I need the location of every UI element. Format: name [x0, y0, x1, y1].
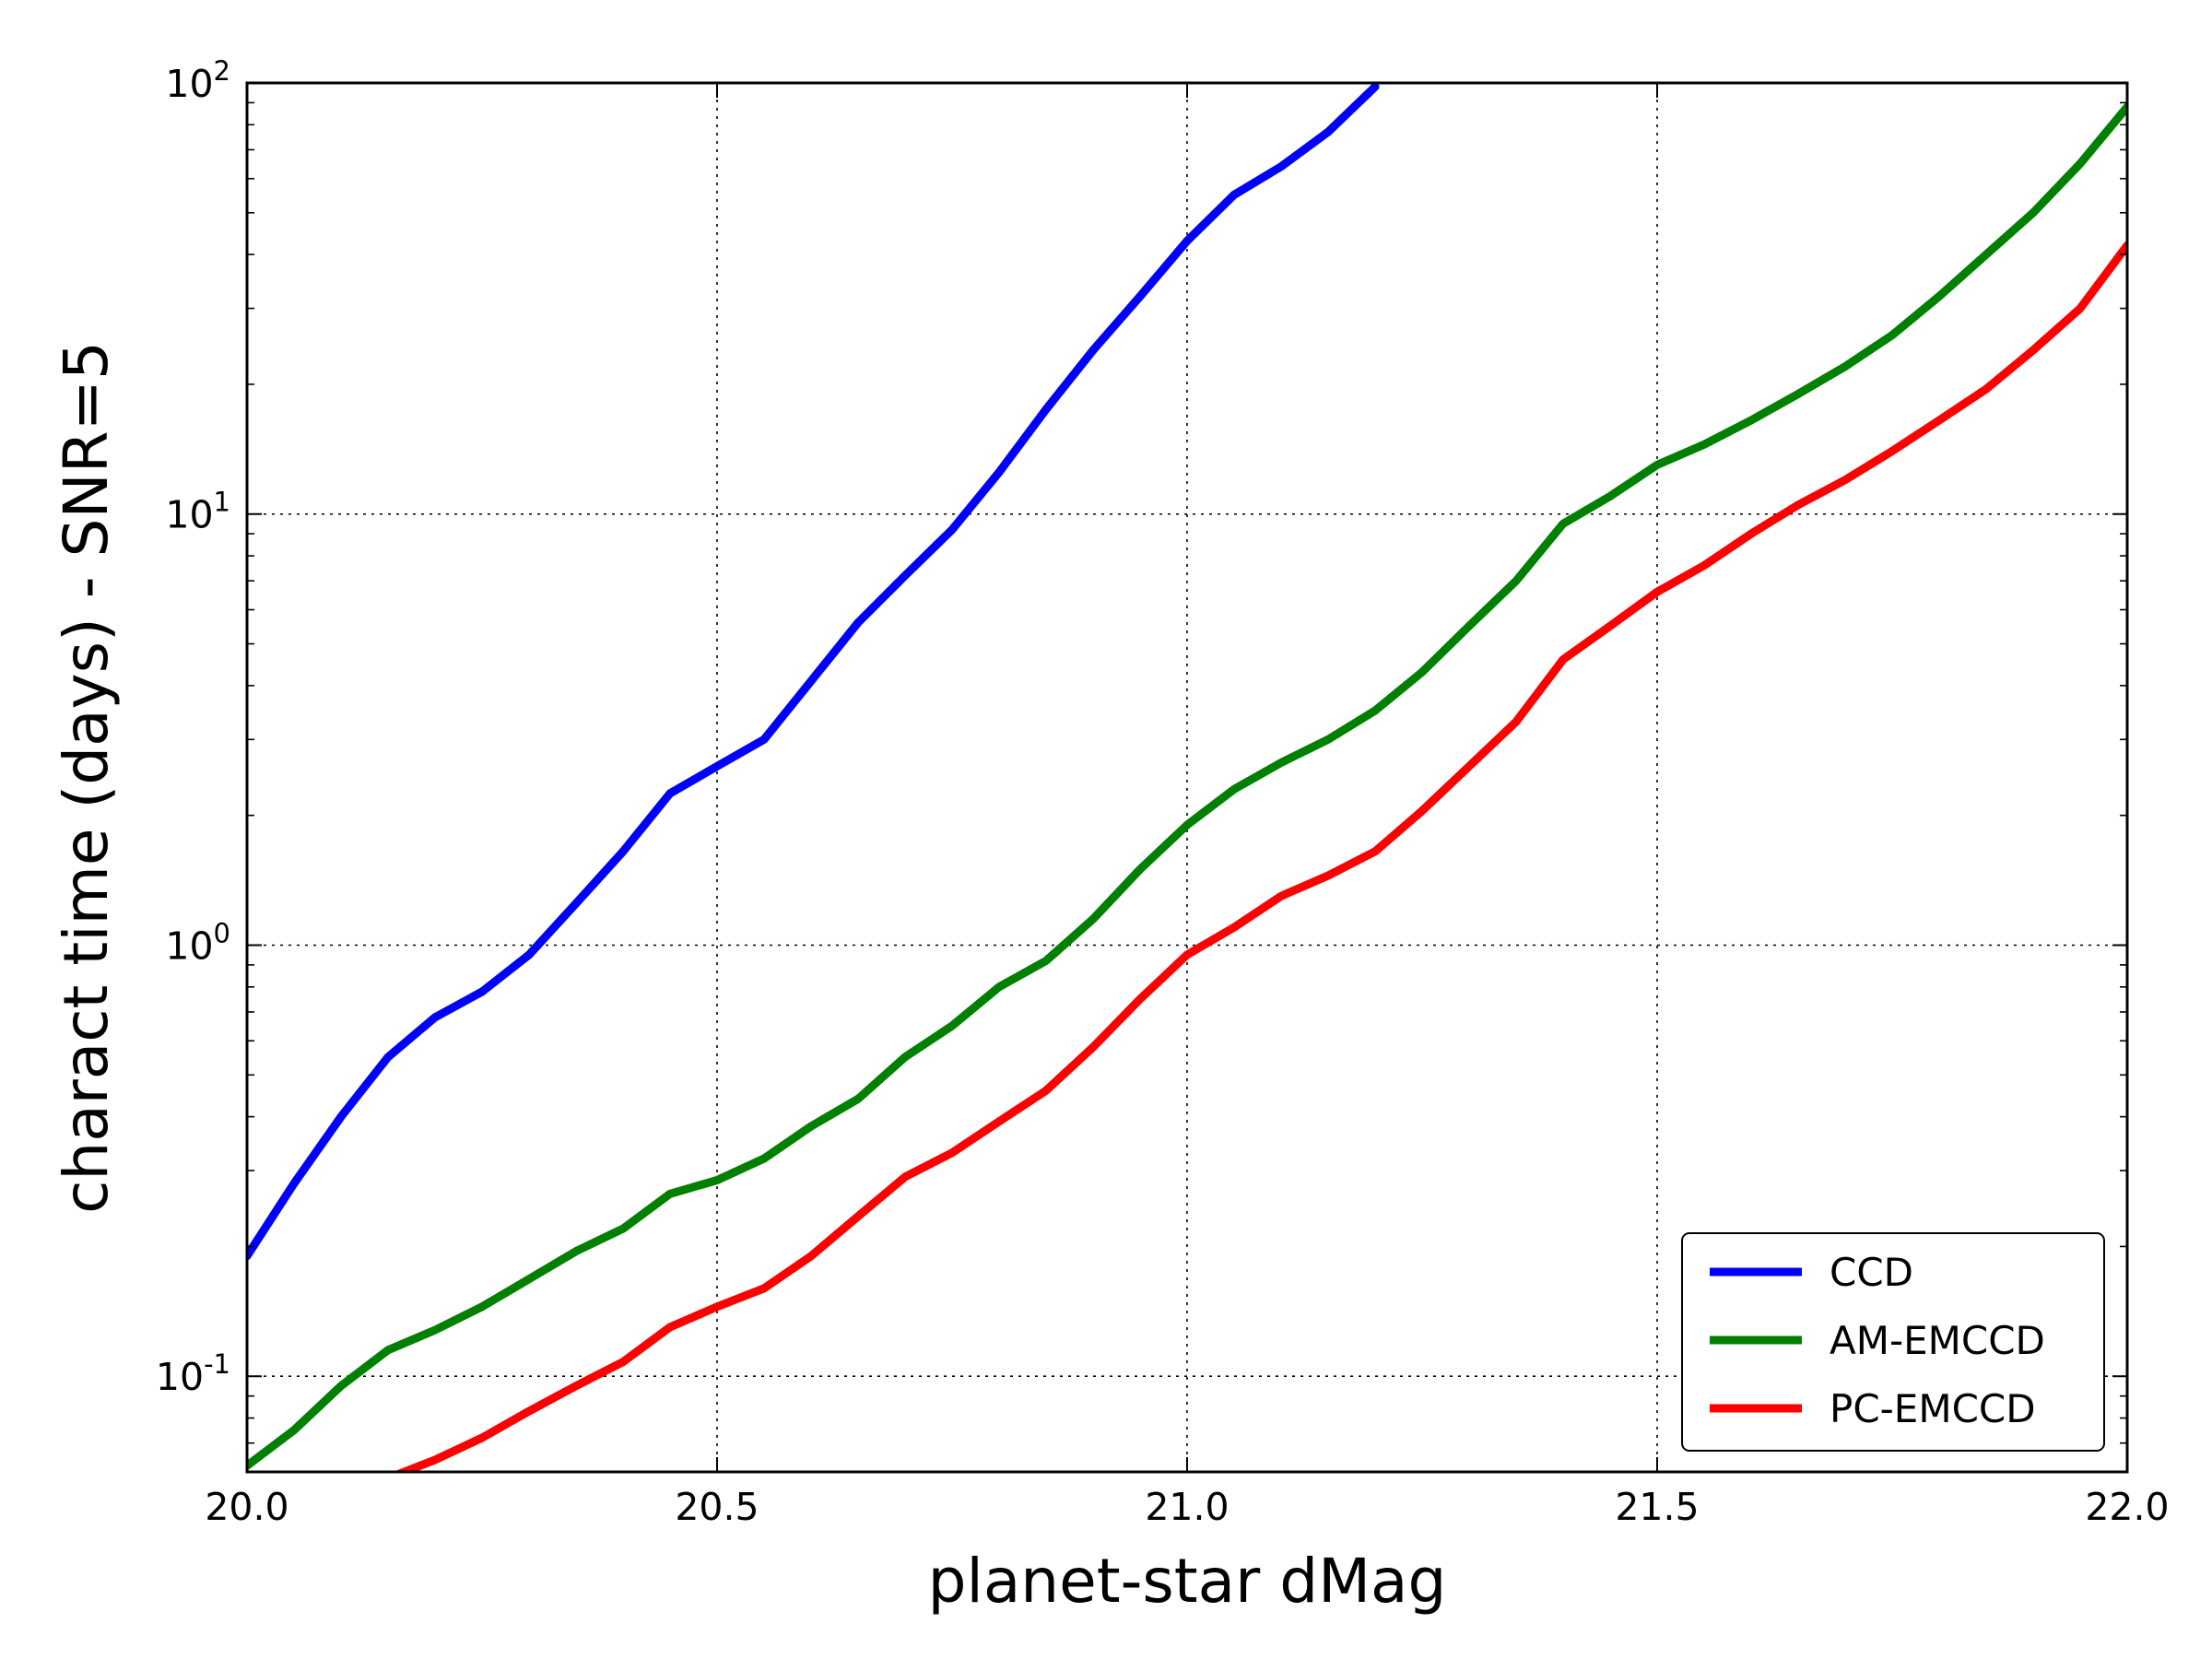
- y-tick-base: 10: [156, 1355, 204, 1399]
- y-axis-title: charact time (days) - SNR=5: [51, 341, 122, 1214]
- y-tick-label: 100: [165, 917, 230, 968]
- x-tick-label: 20.0: [205, 1485, 288, 1529]
- x-tick-label: 21.5: [1615, 1485, 1699, 1529]
- legend: CCD AM-EMCCD PC-EMCCD: [1681, 1232, 2105, 1452]
- y-tick-label: 10-1: [156, 1348, 230, 1399]
- series-line-pc-emccd: [393, 241, 2127, 1472]
- legend-label: PC-EMCCD: [1830, 1386, 2036, 1431]
- y-tick-exponent: 0: [214, 917, 230, 948]
- series-lines: [247, 83, 2127, 1472]
- y-tick-exponent: 1: [214, 487, 230, 518]
- y-tick-base: 10: [165, 924, 213, 968]
- y-tick-base: 10: [165, 493, 213, 537]
- y-tick-label: 101: [165, 487, 230, 537]
- series-line-ccd: [247, 83, 1380, 1261]
- legend-label: CCD: [1830, 1250, 1913, 1295]
- grid: [247, 83, 2127, 1472]
- x-tick-label: 22.0: [2085, 1485, 2169, 1529]
- y-tick-label: 102: [165, 55, 230, 106]
- legend-label: AM-EMCCD: [1830, 1318, 2045, 1363]
- legend-box: [1681, 1232, 2105, 1452]
- x-tick-label: 21.0: [1145, 1485, 1229, 1529]
- plot-frame: [245, 81, 2129, 1474]
- y-tick-exponent: 2: [214, 55, 230, 87]
- x-tick-label: 20.5: [675, 1485, 759, 1529]
- y-tick-exponent: -1: [204, 1348, 230, 1380]
- series-line-am-emccd: [247, 102, 2127, 1470]
- y-tick-base: 10: [165, 62, 213, 106]
- x-axis-title: planet-star dMag: [928, 1546, 1447, 1617]
